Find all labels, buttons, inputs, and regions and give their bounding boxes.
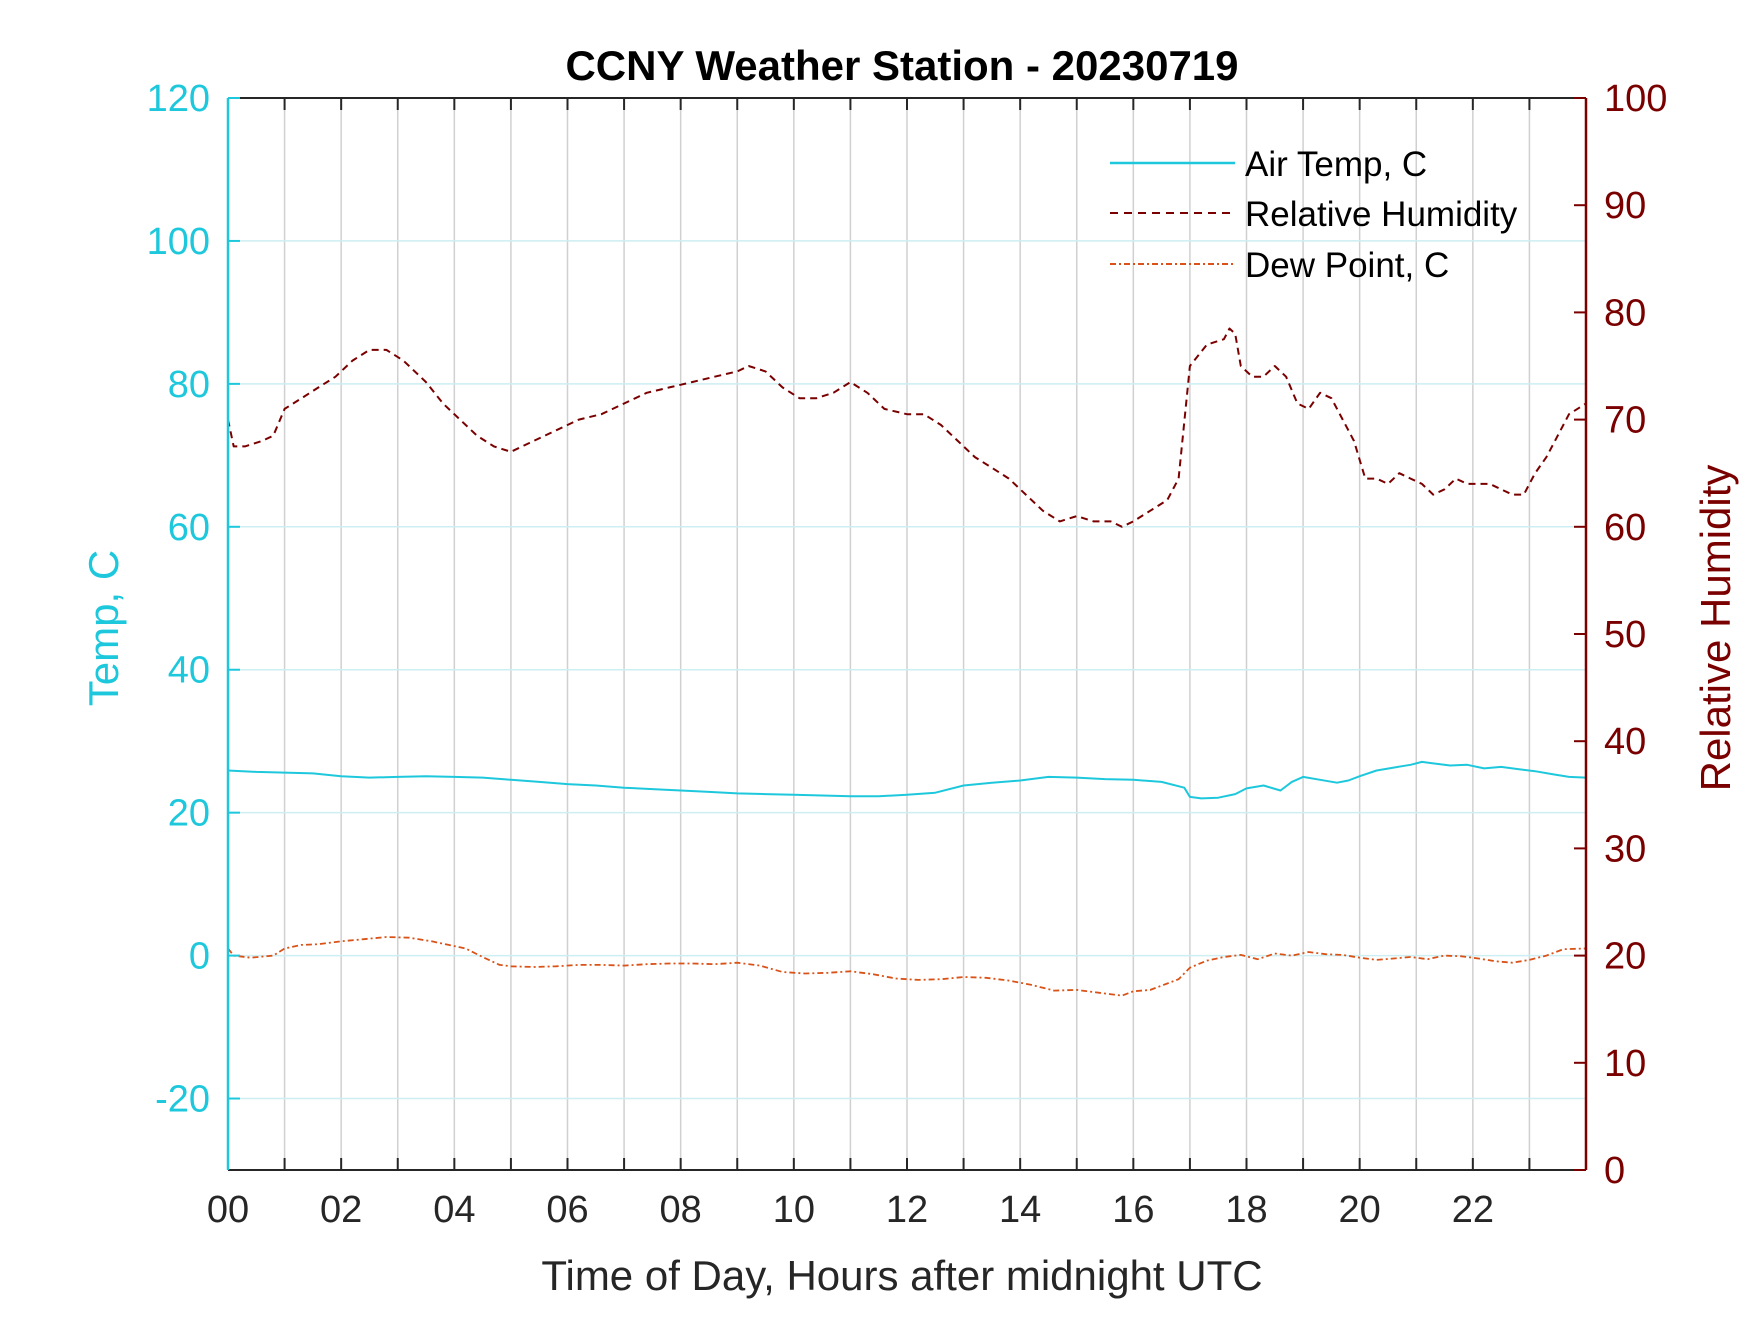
y-right-tick-label: 10 [1604,1043,1646,1085]
y-right-tick-label: 20 [1604,936,1646,978]
y-left-tick-label: 60 [168,507,210,549]
y-left-tick-label: 0 [189,936,210,978]
series-line-relative-humidity [227,327,1587,528]
x-tick-label: 18 [1225,1189,1267,1231]
y-right-tick-label: 100 [1604,78,1667,120]
legend: Air Temp, C Relative Humidity Dew Point,… [1110,145,1518,285]
x-tick-label: 04 [433,1189,475,1231]
legend-label-rh: Relative Humidity [1245,195,1518,234]
x-tick-label: 02 [320,1189,362,1231]
y-right-tick-label: 60 [1604,507,1646,549]
y-axis-right-label: Relative Humidity [1692,465,1739,792]
y-right-tick-label: 50 [1604,614,1646,656]
tick-labels: 00 02 04 06 08 10 12 14 16 18 20 22-200204060801001… [147,78,1668,1231]
x-tick-label: 08 [660,1189,702,1231]
y-left-tick-label: 80 [168,364,210,406]
grid-lines [228,97,1586,1170]
y-right-tick-label: 0 [1604,1150,1625,1192]
chart-title: CCNY Weather Station - 20230719 [565,42,1238,89]
y-right-tick-label: 30 [1604,828,1646,870]
y-right-tick-label: 90 [1604,185,1646,227]
y-left-tick-label: 120 [147,78,210,120]
x-tick-label: 22 [1452,1189,1494,1231]
data-series [227,327,1587,997]
series-line-dew-point [227,936,1587,997]
y-right-tick-label: 70 [1604,400,1646,442]
y-right-tick-label: 80 [1604,292,1646,334]
x-tick-label: 14 [999,1189,1041,1231]
legend-label-dew-point: Dew Point, C [1245,246,1449,285]
y-left-tick-label: 100 [147,221,210,263]
y-axis-left-label: Temp, C [80,550,127,706]
axes [226,97,1588,1171]
legend-label-air-temp: Air Temp, C [1245,145,1427,184]
x-tick-label: 06 [546,1189,588,1231]
x-tick-label: 00 [207,1189,249,1231]
x-tick-label: 10 [773,1189,815,1231]
y-left-tick-label: 40 [168,650,210,692]
x-axis-label: Time of Day, Hours after midnight UTC [541,1252,1262,1299]
series-line-air-temp [227,760,1587,800]
y-right-tick-label: 40 [1604,721,1646,763]
y-left-tick-label: 20 [168,793,210,835]
x-tick-label: 16 [1112,1189,1154,1231]
x-tick-label: 12 [886,1189,928,1231]
y-left-tick-label: -20 [155,1079,210,1121]
x-tick-label: 20 [1339,1189,1381,1231]
